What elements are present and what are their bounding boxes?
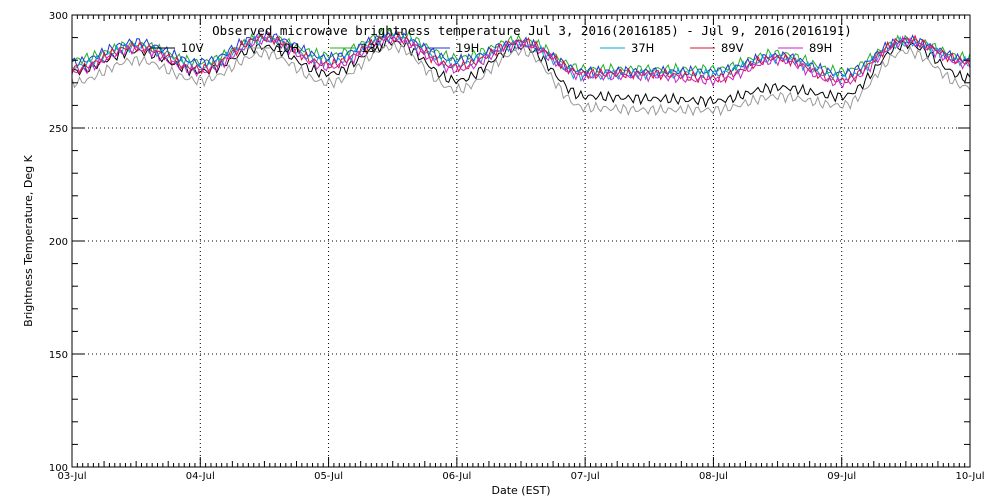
y-tick-label: 250 bbox=[49, 124, 68, 135]
y-axis-label: Brightness Temperature, Deg K bbox=[22, 154, 35, 326]
series-line-89h bbox=[71, 33, 971, 89]
x-tick-label: 08-Jul bbox=[699, 471, 728, 482]
legend-label-10h: 10H bbox=[276, 41, 299, 55]
x-tick-label: 10-Jul bbox=[956, 471, 985, 482]
x-tick-label: 06-Jul bbox=[442, 471, 471, 482]
series-line-10h bbox=[71, 39, 971, 117]
legend-label-10v: 10V bbox=[181, 41, 204, 55]
chart-title: Observed microwave brightness temperatur… bbox=[212, 23, 852, 38]
x-tick-label: 04-Jul bbox=[186, 471, 215, 482]
legend-label-19h: 19H bbox=[456, 41, 479, 55]
legend-label-13v: 13V bbox=[361, 41, 384, 55]
y-tick-label: 150 bbox=[49, 350, 68, 361]
y-tick-label: 200 bbox=[49, 237, 68, 248]
x-axis-label: Date (EST) bbox=[491, 484, 550, 497]
legend-label-89v: 89V bbox=[721, 41, 744, 55]
legend-label-89h: 89H bbox=[809, 41, 832, 55]
legend-label-37h: 37H bbox=[631, 41, 654, 55]
x-tick-label: 07-Jul bbox=[571, 471, 600, 482]
x-tick-label: 09-Jul bbox=[827, 471, 856, 482]
legend: 10V 10H 13V 19H 37H 89V 89H bbox=[150, 41, 832, 55]
y-tick-label: 300 bbox=[49, 11, 68, 22]
y-tick-label: 100 bbox=[49, 463, 68, 474]
grid bbox=[72, 15, 970, 467]
series-line-19h bbox=[71, 28, 971, 79]
x-tick-label: 03-Jul bbox=[58, 471, 87, 482]
axis-ticks bbox=[71, 14, 971, 468]
series-lines bbox=[71, 27, 971, 117]
axis-tick-labels: 03-Jul 04-Jul 05-Jul 06-Jul 07-Jul 08-Jul 09-J… bbox=[49, 11, 985, 482]
x-tick-label: 05-Jul bbox=[314, 471, 343, 482]
